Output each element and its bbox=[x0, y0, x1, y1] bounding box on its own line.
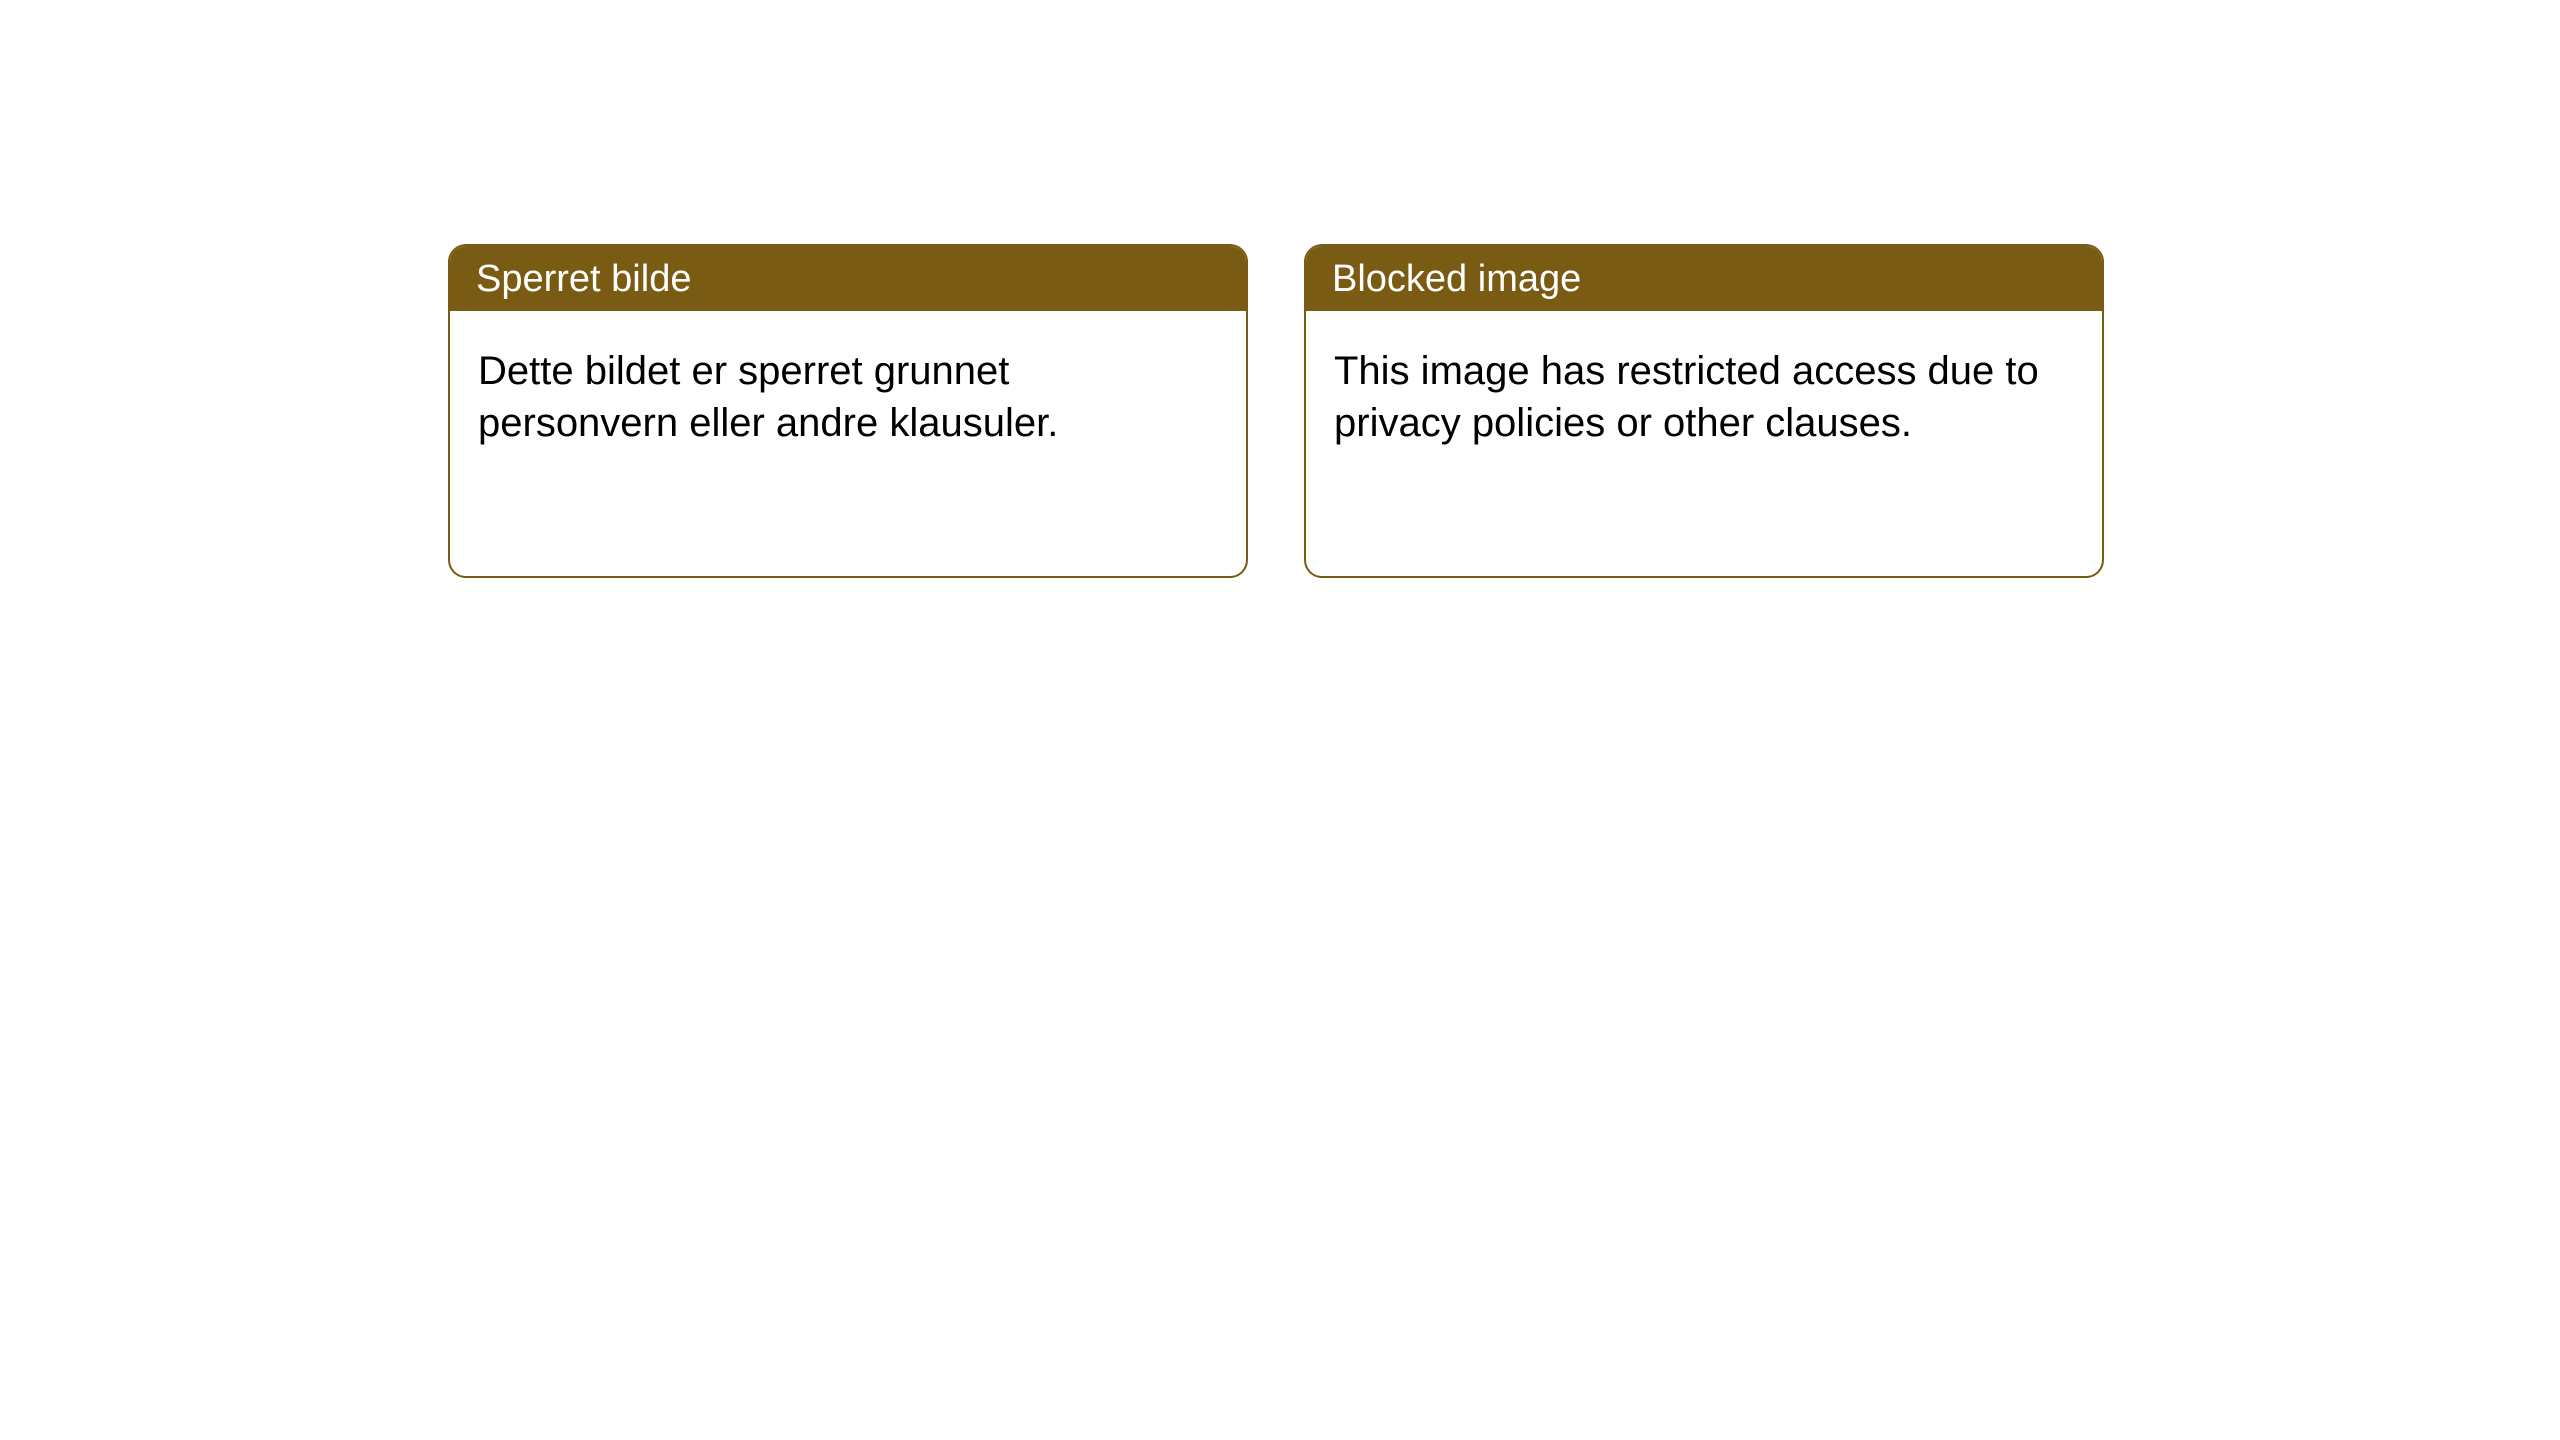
notice-container: Sperret bilde Dette bildet er sperret gr… bbox=[448, 244, 2104, 578]
notice-card-norwegian: Sperret bilde Dette bildet er sperret gr… bbox=[448, 244, 1248, 578]
notice-header: Blocked image bbox=[1306, 246, 2102, 311]
notice-body-text: Dette bildet er sperret grunnet personve… bbox=[478, 349, 1058, 445]
notice-body-text: This image has restricted access due to … bbox=[1334, 349, 2039, 445]
notice-body: This image has restricted access due to … bbox=[1306, 311, 2102, 483]
notice-title: Sperret bilde bbox=[476, 258, 691, 300]
notice-body: Dette bildet er sperret grunnet personve… bbox=[450, 311, 1246, 483]
notice-card-english: Blocked image This image has restricted … bbox=[1304, 244, 2104, 578]
notice-title: Blocked image bbox=[1332, 258, 1581, 300]
notice-header: Sperret bilde bbox=[450, 246, 1246, 311]
